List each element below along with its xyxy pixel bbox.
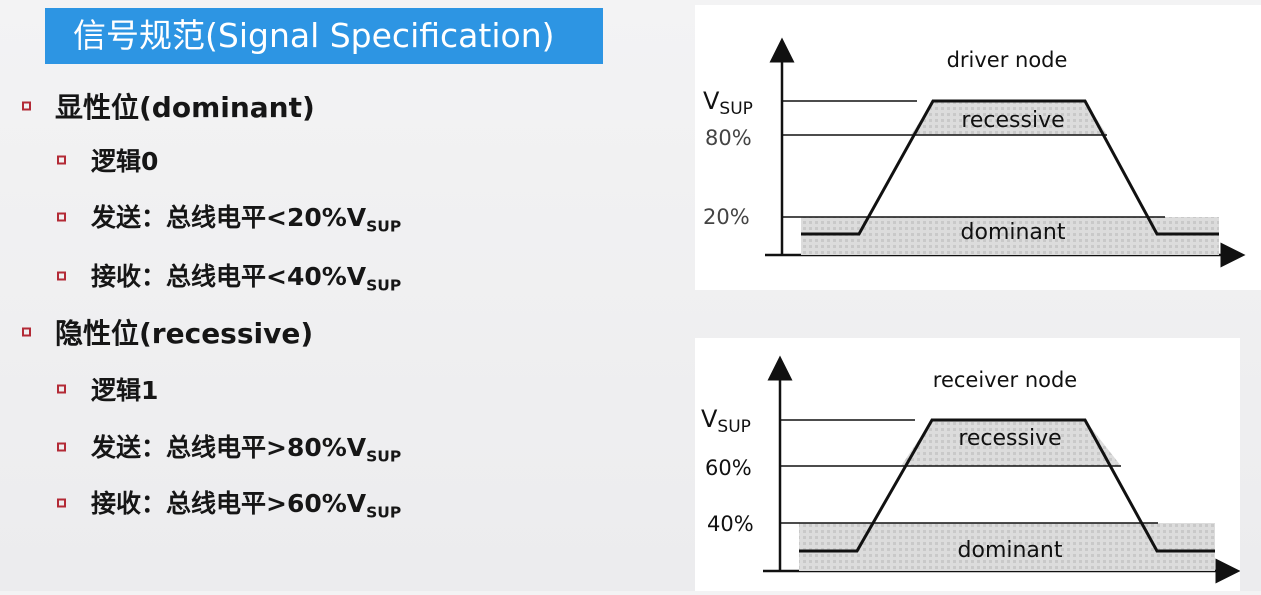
bullet-text: 接收：总线电平<40%VSUP [91,262,402,295]
dominant-label: dominant [961,220,1066,245]
recessive-label: recessive [961,108,1064,133]
bullet-text: 逻辑0 [91,147,159,176]
receiver-node-panel: receiver node VSUP 60% 40% recessive dom… [695,338,1241,591]
bullet-box-icon [57,212,66,222]
driver-node-diagram: driver node VSUP 80% 20% recessive domin… [703,37,1246,268]
signal-waveform [799,418,1215,553]
vsup-label: VSUP [701,405,751,437]
recessive-region [911,101,1107,135]
bullet-recessive-receive: 接收：总线电平>60%VSUP [57,484,401,521]
driver-node-panel: driver node VSUP 80% 20% recessive domin… [695,5,1261,290]
bullet-text: 发送：总线电平<20%VSUP [91,203,402,236]
bullet-text: 显性位(dominant) [55,91,315,124]
bullet-box-icon [57,155,66,165]
slide-title: 信号规范(Signal Specification) [45,8,603,64]
bullet-text: 发送：总线电平>80%VSUP [91,433,402,466]
bullet-box-icon [22,327,31,337]
bullet-box-icon [22,101,31,111]
bullet-box-icon [57,271,66,281]
lower-percent-label: 20% [703,205,750,229]
bullet-logic0: 逻辑0 [57,142,158,178]
diagram-title: receiver node [933,368,1077,392]
vsup-label: VSUP [703,87,753,119]
recessive-label: recessive [958,426,1061,451]
diagram-title: driver node [947,48,1068,72]
signal-waveform [801,99,1219,236]
bullet-dominant-receive: 接收：总线电平<40%VSUP [57,257,401,294]
bullet-recessive: 隐性位(recessive) [22,312,313,352]
dominant-region [801,217,1219,255]
receiver-node-diagram: receiver node VSUP 60% 40% recessive dom… [701,355,1241,584]
lower-percent-label: 40% [707,512,754,536]
dominant-label: dominant [958,538,1063,563]
upper-percent-label: 60% [705,456,752,480]
bullet-dominant: 显性位(dominant) [22,86,315,126]
bullet-dominant-send: 发送：总线电平<20%VSUP [57,198,401,235]
recessive-region [901,420,1121,466]
bullet-box-icon [57,384,66,394]
bullet-box-icon [57,442,66,452]
bullet-recessive-send: 发送：总线电平>80%VSUP [57,428,401,465]
bullet-text: 隐性位(recessive) [55,317,314,350]
bullet-logic1: 逻辑1 [57,371,158,407]
bullet-text: 接收：总线电平>60%VSUP [91,489,402,522]
upper-percent-label: 80% [705,126,752,150]
bullet-text: 逻辑1 [91,376,159,405]
bullet-box-icon [57,498,66,508]
